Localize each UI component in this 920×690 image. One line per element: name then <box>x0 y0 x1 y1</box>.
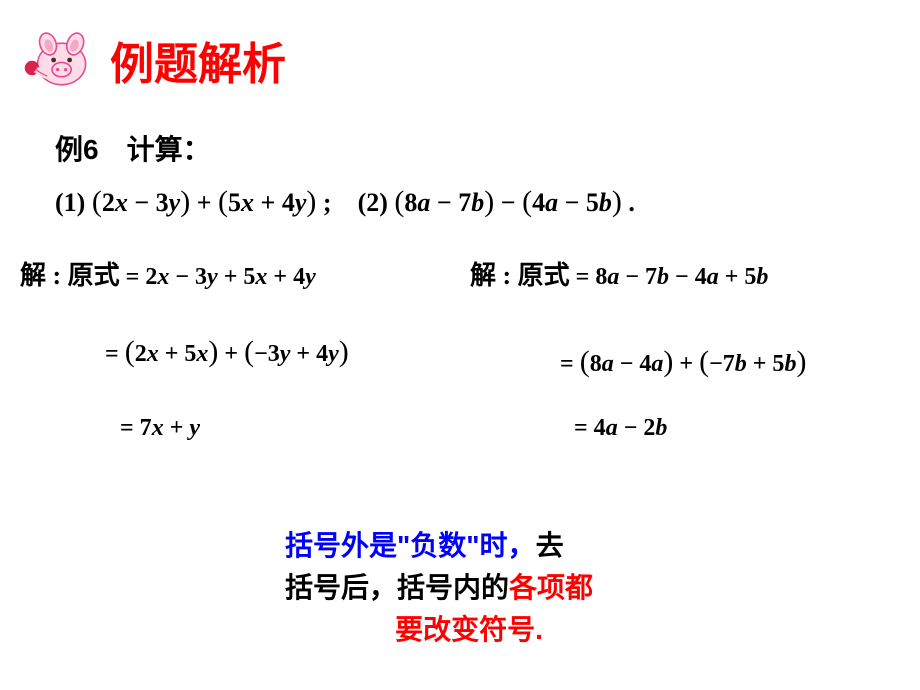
solution-right-line1: 解 : 原式 = 8a − 7b − 4a + 5b <box>470 255 768 292</box>
problem-1-prefix: (1) <box>55 188 92 217</box>
solution-label-right: 解 : 原式 <box>470 261 570 290</box>
solution-left-line2: = (2x + 5x) + (−3y + 4y) <box>105 335 349 369</box>
note-part1: 括号外是"负数"时， <box>285 530 536 561</box>
note-part3: 括号后，括号内的 <box>285 572 509 603</box>
note-part2: 去 <box>536 530 564 561</box>
problem-row: (1) (2x − 3y) + (5x + 4y) ; (2) (8a − 7b… <box>55 185 635 219</box>
solution-right-line3: = 4a − 2b <box>574 415 667 442</box>
header: 例题解析 <box>20 20 286 100</box>
note-part5: 要改变符号. <box>395 614 543 645</box>
example-label: 例6 计算： <box>55 128 211 168</box>
solution-right-line2: = (8a − 4a) + (−7b + 5b) <box>560 345 806 379</box>
pig-icon <box>20 20 100 100</box>
solution-left-line1: 解 : 原式 = 2x − 3y + 5x + 4y <box>20 255 316 292</box>
page-title: 例题解析 <box>110 28 286 92</box>
solution-label: 解 : 原式 <box>20 261 120 290</box>
note-part4: 各项都 <box>509 572 593 603</box>
note-box: 括号外是"负数"时，去 括号后，括号内的各项都 要改变符号. <box>285 525 593 651</box>
problem-2-prefix: (2) <box>358 188 395 217</box>
solution-left-line3: = 7x + y <box>120 415 200 442</box>
